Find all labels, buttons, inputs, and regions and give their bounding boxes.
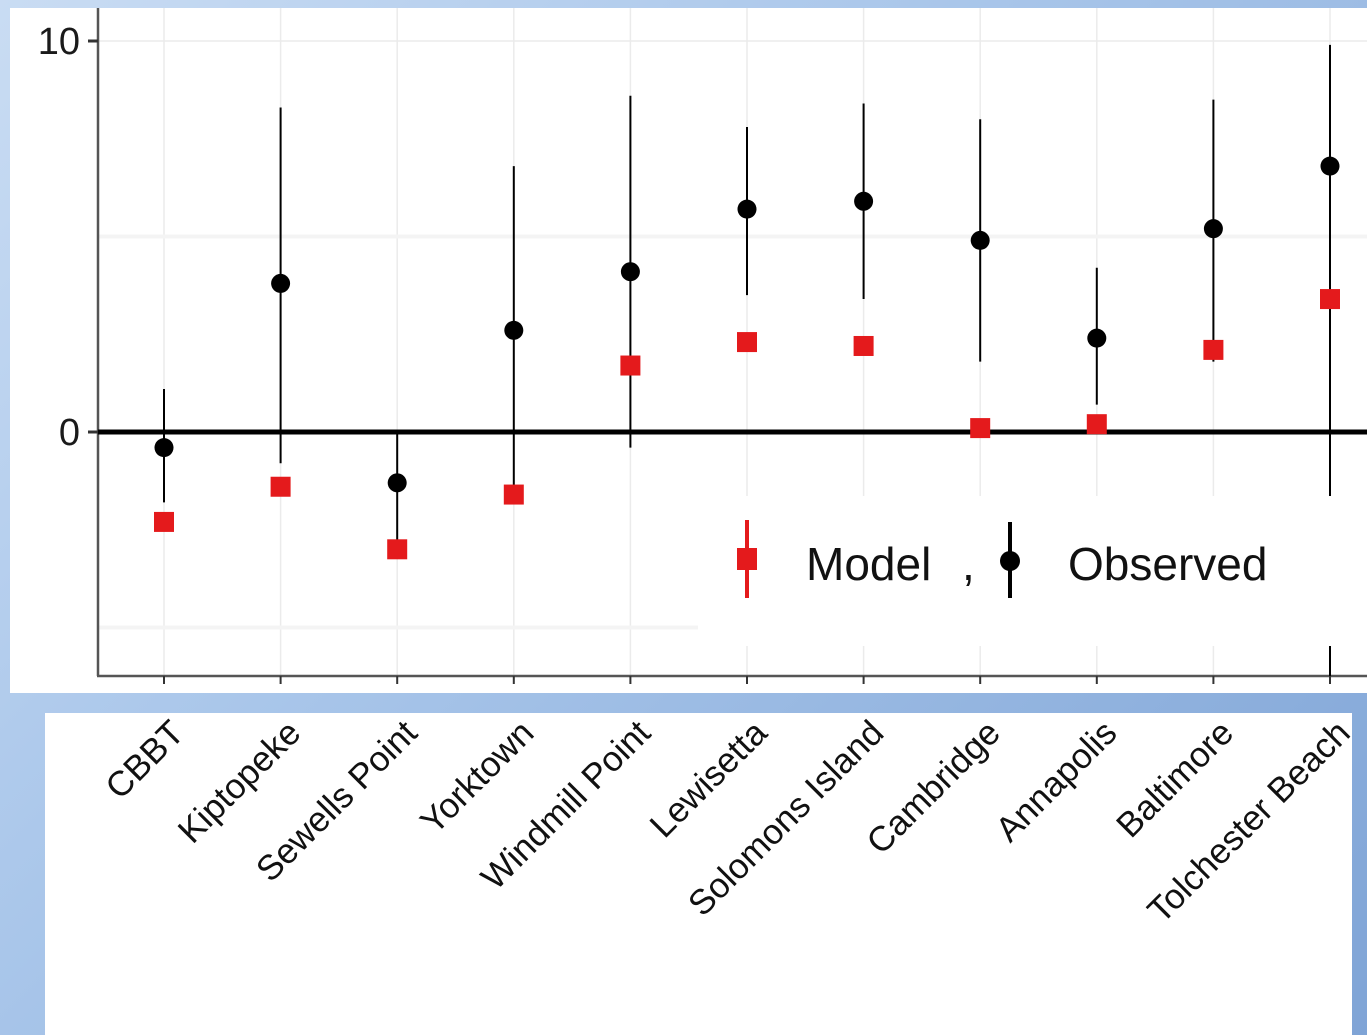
legend-model-label: Model xyxy=(806,538,931,590)
legend-observed-marker xyxy=(1000,551,1020,571)
observed-point xyxy=(737,199,757,219)
observed-point xyxy=(154,438,174,458)
model-point xyxy=(970,418,991,439)
x-tick-label: Annapolis xyxy=(988,713,1124,849)
legend: Model , Observed xyxy=(698,496,1367,646)
model-point xyxy=(1086,414,1107,435)
model-point xyxy=(387,539,408,560)
model-point xyxy=(737,332,757,353)
observed-point xyxy=(1087,328,1107,348)
observed-point xyxy=(620,262,640,282)
legend-observed-label: Observed xyxy=(1068,538,1267,590)
legend-background xyxy=(698,496,1367,646)
category-labels-panel: CBBT Kiptopeke Sewells Point Yorktown Windmi… xyxy=(45,713,1352,1035)
model-point xyxy=(853,335,874,356)
observed-point xyxy=(854,191,874,211)
x-tick-label: CBBT xyxy=(98,713,192,807)
model-point xyxy=(270,476,291,497)
observed-point xyxy=(387,473,407,493)
observed-point xyxy=(1320,156,1340,176)
legend-separator: , xyxy=(962,538,975,590)
y-tick-label: 10 xyxy=(38,21,80,63)
model-point xyxy=(503,484,524,505)
observed-point xyxy=(970,230,990,250)
model-point xyxy=(1203,339,1224,360)
observed-point xyxy=(271,273,291,293)
x-tick-label: Tolchester Beach xyxy=(1140,713,1352,930)
observed-point xyxy=(1203,219,1223,239)
x-tick-label: Solomons Island xyxy=(681,713,892,924)
y-tick-label: 0 xyxy=(59,412,80,454)
model-point xyxy=(154,511,174,532)
model-point xyxy=(620,355,641,376)
plot-area: 0 10 Model , Observed xyxy=(38,8,1367,684)
plot-panel: 0 10 Model , Observed xyxy=(10,8,1367,693)
observed-point xyxy=(504,320,524,340)
legend-model-marker xyxy=(737,548,757,570)
y-ticks: 0 10 xyxy=(38,21,98,454)
model-point xyxy=(1320,289,1340,310)
